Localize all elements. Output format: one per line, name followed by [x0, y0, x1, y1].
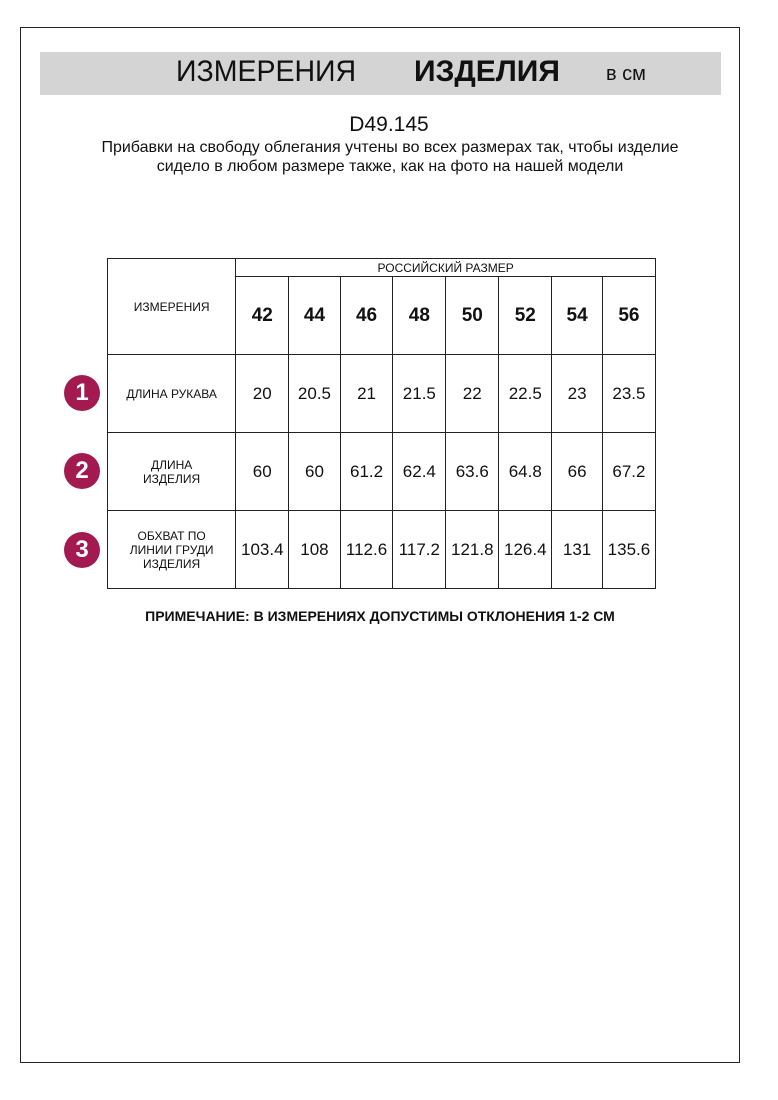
value-cell: 131 — [551, 510, 603, 589]
table-row: ДЛИНА РУКАВА 20 20.5 21 21.5 22 22.5 23 23.5 — [106, 354, 657, 433]
page-frame — [20, 27, 740, 1063]
value-cell: 117.2 — [392, 510, 447, 589]
size-50: 50 — [445, 276, 500, 355]
value-cell: 20 — [235, 354, 290, 433]
value-cell: 121.8 — [445, 510, 500, 589]
measure-header: ИЗМЕРЕНИЯ — [106, 258, 237, 355]
value-cell: 22.5 — [498, 354, 553, 433]
row-number-badge: 1 — [64, 375, 100, 411]
size-44: 44 — [288, 276, 341, 355]
value-cell: 61.2 — [339, 432, 394, 511]
value-cell: 103.4 — [235, 510, 290, 589]
description: Прибавки на свободу облегания учтены во … — [101, 139, 679, 175]
row-label: ДЛИНА ИЗДЕЛИЯ — [106, 432, 237, 511]
value-cell: 135.6 — [601, 510, 657, 589]
value-cell: 23 — [551, 354, 603, 433]
size-48: 48 — [392, 276, 447, 355]
value-cell: 126.4 — [498, 510, 553, 589]
value-cell: 112.6 — [339, 510, 394, 589]
value-cell: 60 — [235, 432, 290, 511]
title-regular: ИЗМЕРЕНИЯ — [176, 55, 357, 88]
value-cell: 108 — [288, 510, 341, 589]
row-label: ДЛИНА РУКАВА — [106, 354, 237, 433]
value-cell: 66 — [551, 432, 603, 511]
value-cell: 64.8 — [498, 432, 553, 511]
note: ПРИМЕЧАНИЕ: В ИЗМЕРЕНИЯХ ДОПУСТИМЫ ОТКЛО… — [145, 608, 615, 624]
title-unit: в см — [606, 63, 646, 85]
value-cell: 23.5 — [601, 354, 657, 433]
row-number-badge: 2 — [64, 453, 100, 489]
row-number-badge: 3 — [64, 532, 100, 568]
value-cell: 22 — [445, 354, 500, 433]
value-cell: 21 — [339, 354, 394, 433]
value-cell: 60 — [288, 432, 341, 511]
table-row: ОБХВАТ ПО ЛИНИИ ГРУДИ ИЗДЕЛИЯ 103.4 108 112… — [106, 510, 657, 589]
value-cell: 63.6 — [445, 432, 500, 511]
table-row: ДЛИНА ИЗДЕЛИЯ 60 60 61.2 62.4 63.6 64.8 66 67.2 — [106, 432, 657, 511]
title-band — [40, 52, 721, 95]
value-cell: 62.4 — [392, 432, 447, 511]
size-52: 52 — [498, 276, 553, 355]
size-56: 56 — [601, 276, 657, 355]
article-code: D49.145 — [349, 113, 429, 136]
size-46: 46 — [339, 276, 394, 355]
size-42: 42 — [235, 276, 290, 355]
size-table: ИЗМЕРЕНИЯ РОССИЙСКИЙ РАЗМЕР 42 44 46 48 50 52… — [106, 258, 657, 589]
size-54: 54 — [551, 276, 603, 355]
value-cell: 67.2 — [601, 432, 657, 511]
row-label: ОБХВАТ ПО ЛИНИИ ГРУДИ ИЗДЕЛИЯ — [106, 510, 237, 589]
value-cell: 21.5 — [392, 354, 447, 433]
title-bold: ИЗДЕЛИЯ — [414, 55, 560, 88]
sizes-row: 42 44 46 48 50 52 54 56 — [108, 276, 657, 355]
size-header: РОССИЙСКИЙ РАЗМЕР — [235, 258, 656, 277]
value-cell: 20.5 — [288, 354, 341, 433]
